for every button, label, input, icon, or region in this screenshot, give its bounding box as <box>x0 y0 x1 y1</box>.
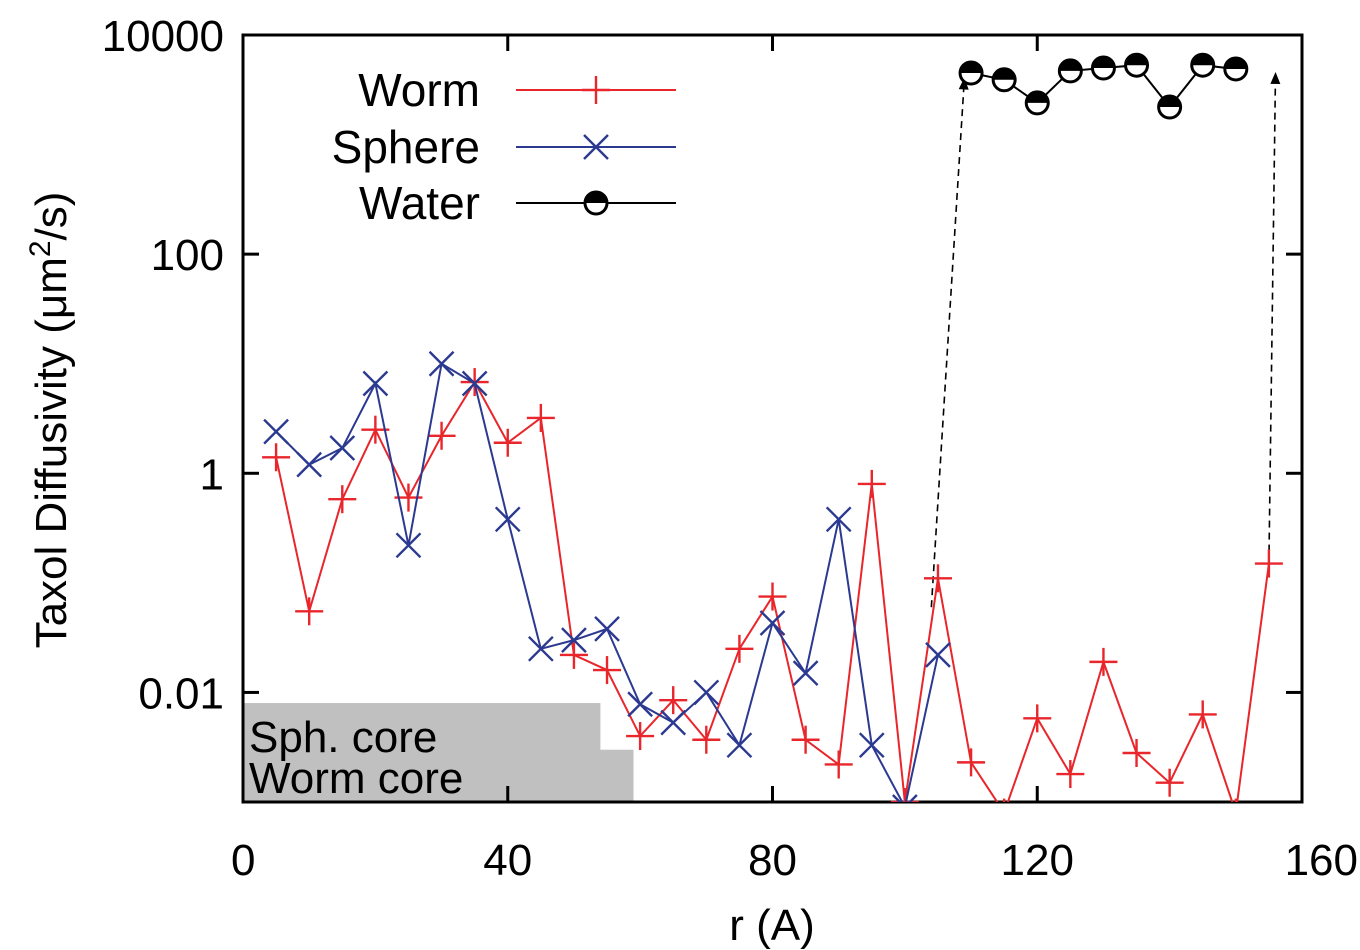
x-tick-label-1: 40 <box>483 836 532 885</box>
series-sphere-point-3 <box>362 370 389 397</box>
series-sphere-point-15 <box>759 610 786 636</box>
series-worm-point-23 <box>1023 704 1052 733</box>
series-sphere-point-20 <box>925 642 951 668</box>
series-worm-point-9 <box>559 640 588 669</box>
series-water-point-8 <box>1223 56 1249 82</box>
y-tick-label-3: 10000 <box>102 12 224 61</box>
x-tick-label-0: 0 <box>231 836 255 885</box>
series-sphere-point-14 <box>726 732 753 759</box>
series-worm-point-15 <box>758 582 787 611</box>
series-worm-point-27 <box>1155 768 1184 797</box>
series-sphere-point-17 <box>825 506 852 533</box>
series-worm-point-28 <box>1188 700 1217 729</box>
core-label-1: Sph. core <box>249 713 437 762</box>
series-water-point-5 <box>1124 52 1150 78</box>
series-sphere-point-12 <box>660 709 687 736</box>
series-sphere-point-6 <box>461 370 488 397</box>
x-axis-title: r (A) <box>729 901 815 950</box>
series-sphere-point-5 <box>428 350 455 377</box>
series-sphere-point-19 <box>892 794 918 802</box>
series-worm-point-16 <box>791 725 820 754</box>
series-sphere-point-9 <box>561 627 587 653</box>
arrow-head-2 <box>1270 71 1281 85</box>
series-sphere-point-7 <box>494 506 521 533</box>
series-worm-point-25 <box>1089 647 1118 676</box>
series-worm-point-30 <box>1254 549 1283 578</box>
arrow-1 <box>930 77 966 608</box>
series-sphere-point-10 <box>594 616 620 642</box>
core-label-2: Worm core <box>249 754 463 803</box>
series-sphere-point-16 <box>792 660 819 686</box>
series-worm-point-21 <box>957 748 986 777</box>
series-sphere-point-1 <box>296 451 323 478</box>
series-water-point-0 <box>958 60 984 86</box>
series-sphere-point-18 <box>858 732 885 759</box>
series-water-point-6 <box>1157 94 1183 120</box>
y-axis-title-sup: 2 <box>24 240 57 257</box>
arrows <box>930 71 1281 608</box>
series-worm-point-1 <box>295 597 324 626</box>
core-region-2 <box>243 749 634 802</box>
series-worm-point-7 <box>493 428 522 457</box>
series-water-point-4 <box>1090 55 1116 81</box>
x-tick-label-2: 80 <box>748 836 797 885</box>
legend-marker-water <box>583 190 609 216</box>
legend-label-water: Water <box>359 177 480 229</box>
series-worm <box>262 368 1283 802</box>
series-worm-point-19 <box>890 788 919 802</box>
arrow-head-1 <box>958 77 969 90</box>
y-tick-label-1: 1 <box>200 450 224 499</box>
series-worm-point-5 <box>427 421 456 450</box>
series-worm-point-17 <box>824 750 853 779</box>
series-worm-point-12 <box>659 686 688 715</box>
series-water-point-3 <box>1057 58 1083 84</box>
series-sphere <box>263 350 951 802</box>
series-sphere-point-2 <box>329 435 356 461</box>
labels: r (A) Taxol Diffusivity (μm2/s) <box>24 192 815 950</box>
series-worm-point-11 <box>626 722 655 751</box>
series-worm-point-10 <box>593 656 622 685</box>
y-tick-label-2: 100 <box>151 231 224 280</box>
series-worm-point-18 <box>857 469 886 498</box>
y-axis-title: Taxol Diffusivity (μm2/s) <box>24 192 76 649</box>
series-sphere-point-13 <box>693 679 720 706</box>
series-sphere-point-8 <box>527 635 554 662</box>
series-worm-point-8 <box>526 403 555 432</box>
legend-marker-worm <box>582 76 610 104</box>
series-water-point-7 <box>1190 52 1216 78</box>
y-axis-title-main: Taxol Diffusivity (μm <box>27 257 76 648</box>
arrow-2 <box>1268 71 1277 564</box>
series-worm-point-0 <box>262 443 291 472</box>
x-tick-label-4: 160 <box>1285 836 1358 885</box>
legend-marker-sphere <box>583 134 609 160</box>
series-worm-point-2 <box>328 485 357 514</box>
legend-label-worm: Worm <box>358 64 480 116</box>
series-worm-point-24 <box>1056 760 1085 789</box>
y-axis-title-end: /s) <box>27 192 76 241</box>
series <box>262 52 1283 802</box>
series-water-point-2 <box>1024 90 1050 116</box>
axes: 0 40 80 120 160 0.01 1 100 10000 <box>102 12 1358 885</box>
series-water <box>958 52 1249 120</box>
series-sphere-point-4 <box>395 532 422 559</box>
series-worm-point-26 <box>1122 739 1151 768</box>
series-sphere-point-0 <box>263 418 289 445</box>
series-water-point-1 <box>991 67 1017 93</box>
series-worm-point-14 <box>725 634 754 663</box>
series-worm-point-13 <box>692 725 721 754</box>
legend-label-sphere: Sphere <box>332 121 480 173</box>
series-sphere-point-11 <box>627 691 653 718</box>
y-tick-label-0: 0.01 <box>138 669 224 718</box>
x-tick-label-3: 120 <box>1001 836 1074 885</box>
series-worm-point-20 <box>923 564 952 593</box>
